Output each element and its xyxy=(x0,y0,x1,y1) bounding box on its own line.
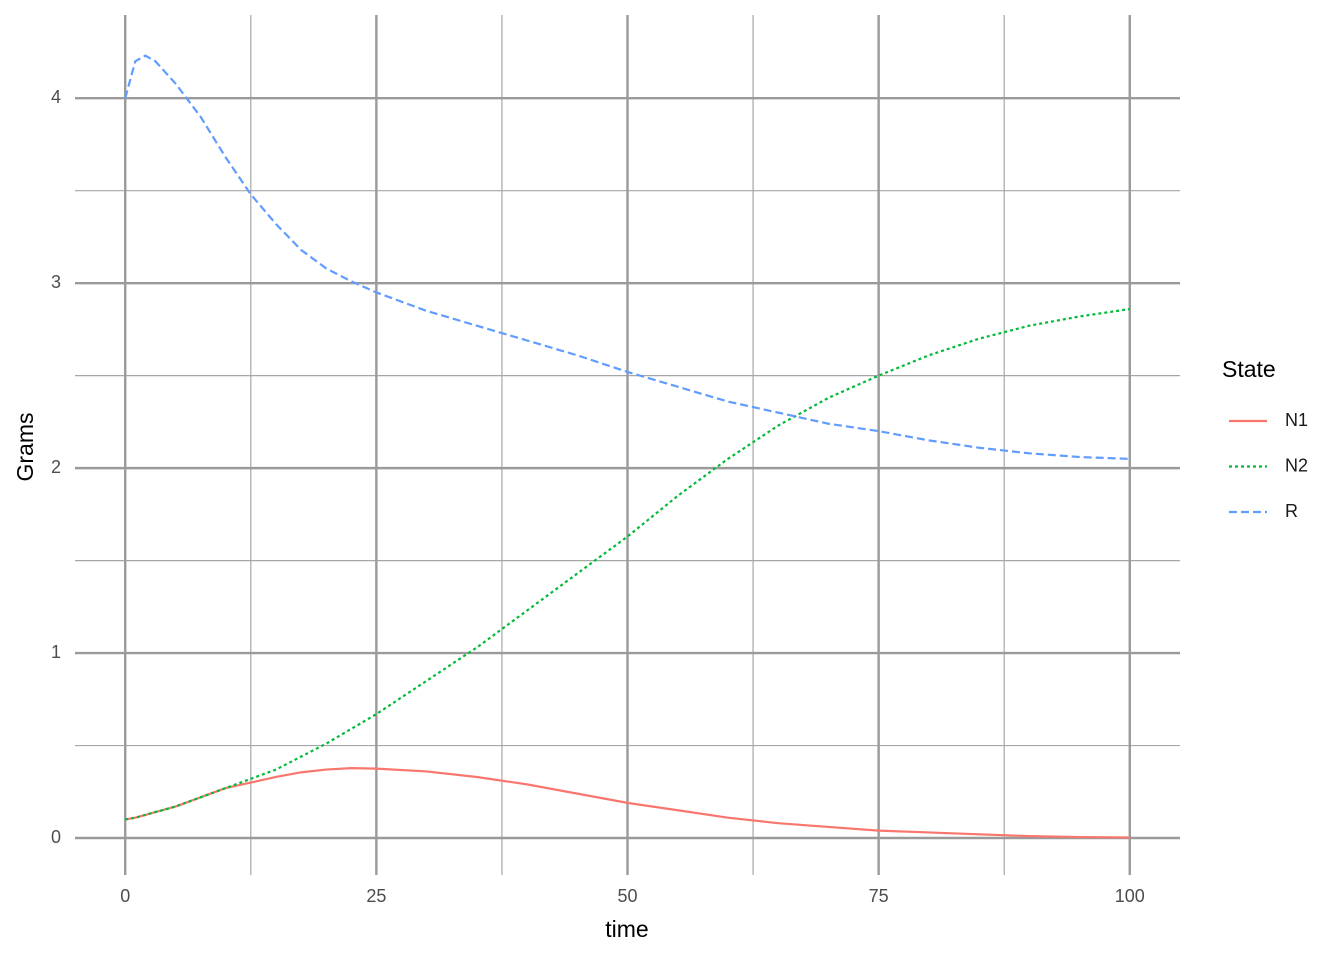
x-tick-label: 100 xyxy=(1115,886,1145,906)
legend-label: N1 xyxy=(1285,410,1308,430)
x-tick-label: 75 xyxy=(869,886,889,906)
series-line xyxy=(125,307,1130,821)
x-tick-label: 25 xyxy=(366,886,386,906)
y-tick-label: 2 xyxy=(51,457,61,477)
y-tick-label: 1 xyxy=(51,642,61,662)
x-axis-title: time xyxy=(605,916,648,942)
series-line xyxy=(124,54,1130,460)
y-tick-label: 3 xyxy=(51,272,61,292)
x-tick-label: 0 xyxy=(120,886,130,906)
series-line xyxy=(125,767,1130,839)
y-tick-label: 0 xyxy=(51,827,61,847)
legend-label: R xyxy=(1285,501,1298,521)
x-tick-label: 50 xyxy=(617,886,637,906)
y-tick-label: 4 xyxy=(51,87,61,107)
y-axis-title: Grams xyxy=(12,413,38,482)
legend-title: State xyxy=(1222,356,1276,382)
legend-label: N2 xyxy=(1285,455,1308,475)
